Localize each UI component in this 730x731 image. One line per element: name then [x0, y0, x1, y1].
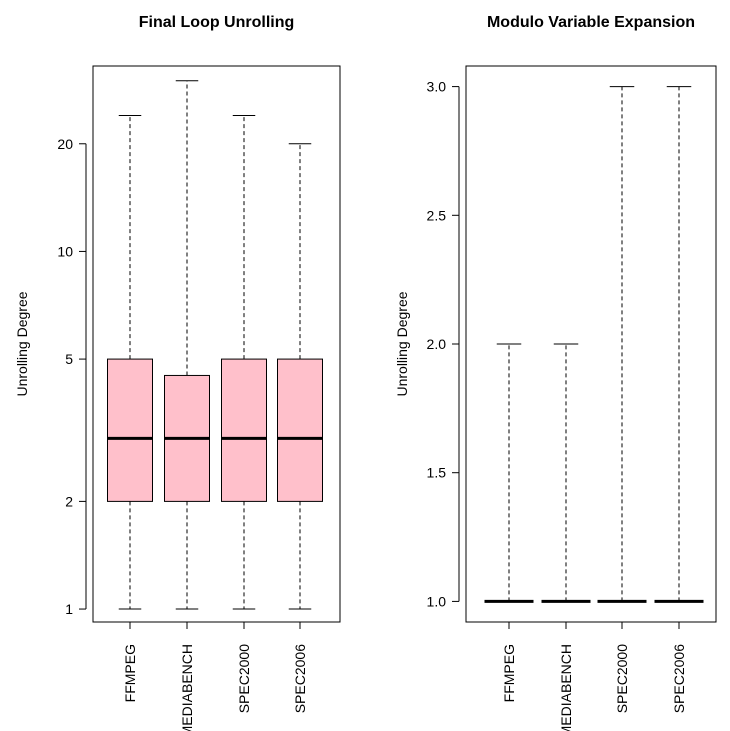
x-tick-label: MEDIABENCH [558, 644, 574, 731]
y-axis-label: Unrolling Degree [14, 291, 30, 396]
x-tick-label: SPEC2006 [292, 644, 308, 713]
box-spec2006 [277, 143, 323, 610]
y-tick-label: 5 [65, 351, 73, 367]
box-series [107, 80, 323, 610]
y-tick-label: 1.5 [427, 465, 447, 481]
x-tick-label: SPEC2006 [671, 644, 687, 713]
chart-title: Modulo Variable Expansion [487, 14, 695, 31]
y-axis: 1 2 5 10 20 [57, 136, 87, 617]
panel-modulo-variable-expansion: Modulo Variable Expansion Unrolling Degr… [394, 14, 717, 731]
box-spec2006 [654, 86, 704, 603]
y-tick-label: 2.0 [427, 336, 447, 352]
x-tick-label: SPEC2000 [236, 644, 252, 713]
x-tick-label: FFMPEG [501, 644, 517, 702]
panel-final-loop-unrolling: Final Loop Unrolling Unrolling Degree 1 2… [14, 14, 341, 731]
box-series [484, 86, 704, 603]
y-tick-label: 1 [65, 601, 73, 617]
x-tick-label: SPEC2000 [614, 644, 630, 713]
x-tick-label: FFMPEG [122, 644, 138, 702]
box-ffmpeg [107, 114, 153, 610]
y-tick-label: 2.5 [427, 207, 447, 223]
y-tick-label: 2 [65, 493, 73, 509]
box-spec2000 [221, 114, 267, 610]
y-tick-label: 20 [57, 136, 73, 152]
y-tick-label: 10 [57, 243, 73, 259]
x-tick-label: MEDIABENCH [179, 644, 195, 731]
x-tick-labels: FFMPEG MEDIABENCH SPEC2000 SPEC2006 [122, 622, 308, 731]
box-mediabench [541, 343, 591, 603]
chart-title: Final Loop Unrolling [139, 14, 295, 31]
iqr-box [107, 358, 153, 502]
y-axis-label: Unrolling Degree [394, 291, 410, 396]
plot-frame [465, 65, 717, 623]
iqr-box [221, 358, 267, 502]
box-ffmpeg [484, 343, 534, 603]
box-spec2000 [597, 86, 647, 603]
iqr-box [277, 358, 323, 502]
y-tick-label: 1.0 [427, 593, 447, 609]
y-tick-label: 3.0 [427, 79, 447, 95]
y-axis: 1.0 1.5 2.0 2.5 3.0 [427, 79, 460, 609]
box-mediabench [164, 80, 210, 610]
x-tick-labels: FFMPEG MEDIABENCH SPEC2000 SPEC2006 [501, 622, 687, 731]
plot-frame [92, 65, 341, 623]
